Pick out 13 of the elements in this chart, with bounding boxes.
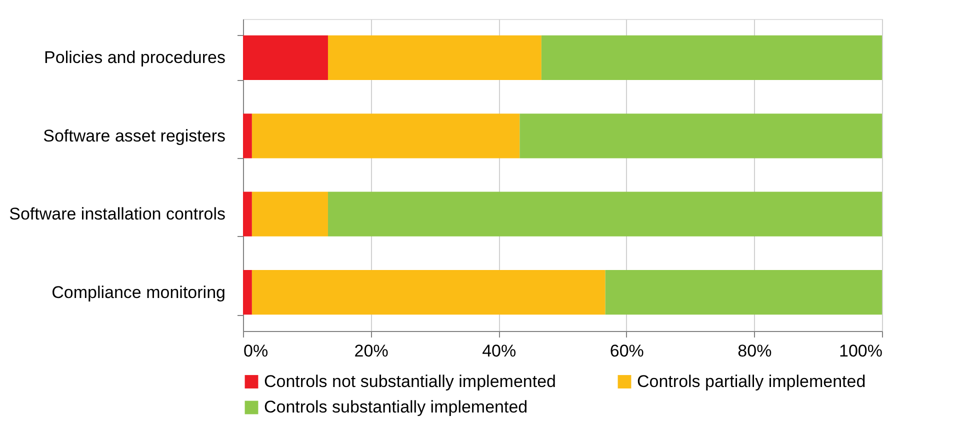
y-tick-label: Compliance monitoring [52,282,226,302]
x-tick-label: 40% [482,342,516,360]
x-tick-label: 0% [244,342,268,360]
x-tick-label: 60% [610,342,644,360]
y-tick-label: Software asset registers [43,126,226,146]
x-tick-label: 80% [738,342,772,360]
x-tick-label: 100% [839,342,882,360]
legend-label: Controls partially implemented [637,372,866,391]
x-tick-label: 20% [354,342,388,360]
y-tick-label: Policies and procedures [44,48,226,68]
legend-label: Controls not substantially implemented [264,372,556,391]
y-tick-label: Software installation controls [9,204,226,224]
legend-label: Controls substantially implemented [264,398,528,416]
